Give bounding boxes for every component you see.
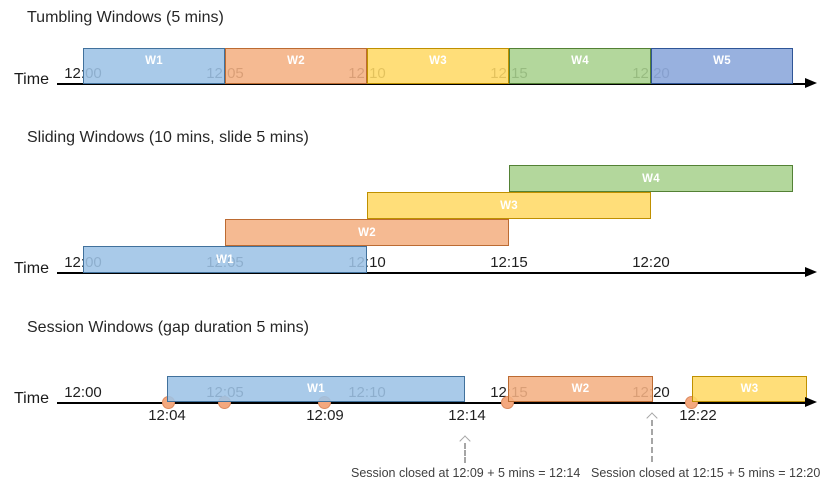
tumbling-window-bar-w3: W3 [367, 48, 509, 84]
session-window-bar-w2: W2 [508, 376, 653, 402]
sliding-timeline-axis [57, 272, 807, 274]
sliding-axis-arrow-icon [805, 267, 817, 277]
tumbling-axis-arrow-icon [805, 78, 817, 88]
sliding-time-axis-label: Time [14, 260, 49, 277]
tumbling-window-bar-w2: W2 [225, 48, 367, 84]
tumbling-window-bar-w1: W1 [83, 48, 225, 84]
dashed-up-arrow-icon [646, 412, 658, 462]
event-time-label-1222: 12:22 [679, 407, 717, 424]
sliding-tick-1215: 12:15 [490, 254, 528, 271]
session-window-bar-w3: W3 [692, 376, 807, 402]
sliding-window-bar-w3: W3 [367, 192, 651, 219]
dashed-up-arrow-icon [459, 435, 471, 463]
tumbling-time-axis-label: Time [14, 71, 49, 88]
session-close-annotation-2: Session closed at 12:15 + 5 mins = 12:20 [591, 466, 821, 480]
session-close-annotation-1: Session closed at 12:09 + 5 mins = 12:14 [351, 466, 581, 480]
session-section-title: Session Windows (gap duration 5 mins) [27, 319, 309, 336]
event-time-label-1209: 12:09 [306, 407, 344, 424]
session-tick-1200: 12:00 [64, 384, 102, 401]
tumbling-timeline-axis [57, 83, 807, 85]
event-time-label-1204: 12:04 [148, 407, 186, 424]
session-time-axis-label: Time [14, 390, 49, 407]
tumbling-section-title: Tumbling Windows (5 mins) [27, 9, 224, 26]
tumbling-window-bar-w5: W5 [651, 48, 793, 84]
tumbling-window-bar-w4: W4 [509, 48, 651, 84]
sliding-window-bar-w2: W2 [225, 219, 509, 246]
session-timeline-axis [57, 402, 807, 404]
sliding-tick-1220: 12:20 [632, 254, 670, 271]
sliding-window-bar-w4: W4 [509, 165, 793, 192]
session-window-bar-w1: W1 [167, 376, 465, 402]
session-axis-arrow-icon [805, 397, 817, 407]
sliding-section-title: Sliding Windows (10 mins, slide 5 mins) [27, 129, 309, 146]
dashed-arrow-shaft [464, 443, 470, 463]
dashed-arrow-shaft [651, 420, 657, 462]
sliding-window-bar-w1: W1 [83, 246, 367, 273]
close-time-label-1214: 12:14 [448, 407, 486, 424]
